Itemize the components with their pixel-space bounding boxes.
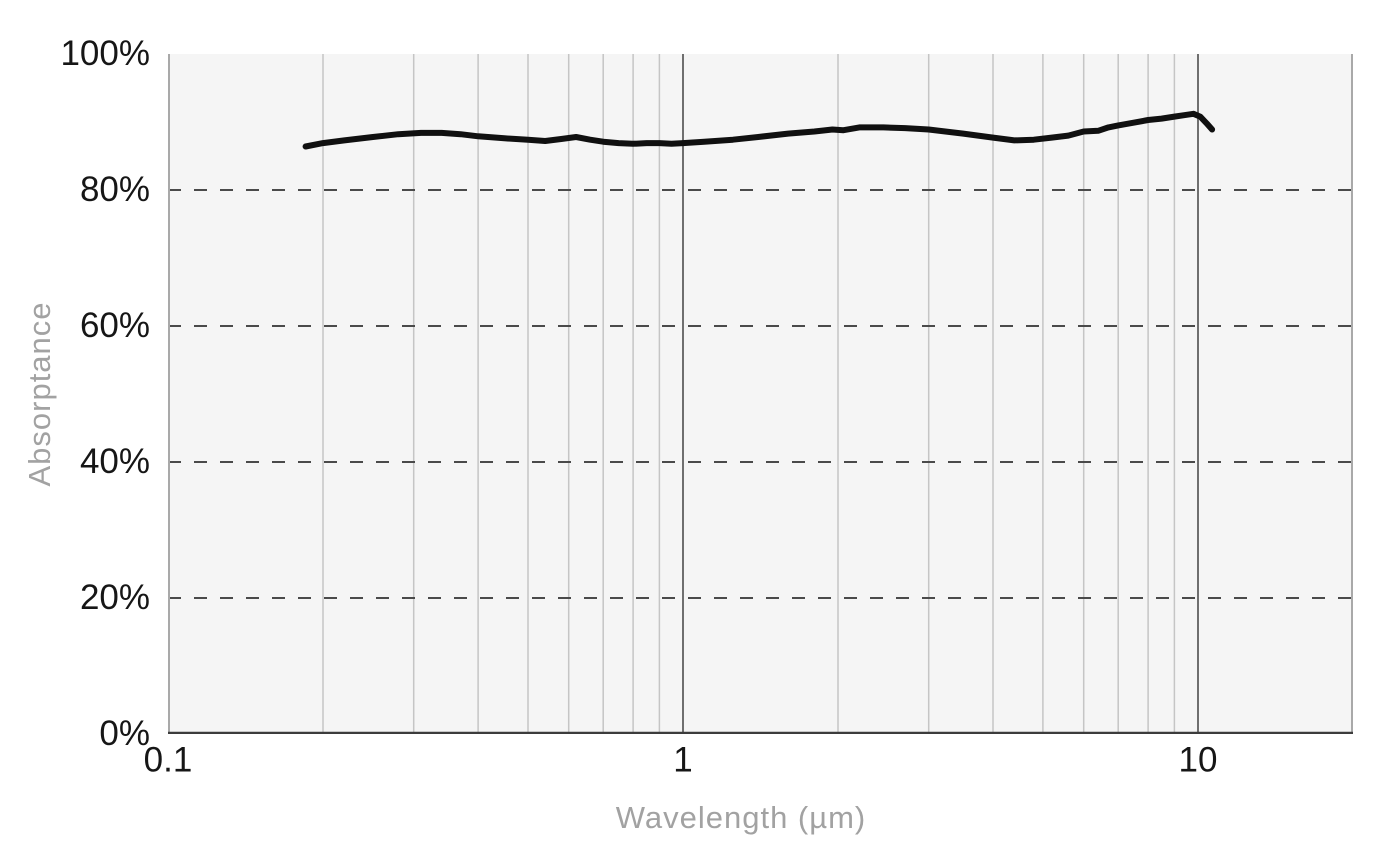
y-tick-label: 100% xyxy=(60,33,150,73)
series-line xyxy=(302,110,1216,150)
plot-area xyxy=(168,54,1353,734)
x-axis-title: Wavelength (µm) xyxy=(615,800,867,835)
y-tick-label: 60% xyxy=(79,305,150,345)
x-tick-label: 10 xyxy=(1178,740,1218,780)
y-tick-label: 80% xyxy=(79,169,150,209)
y-tick-label: 20% xyxy=(79,577,150,617)
x-tick-label: 0.1 xyxy=(143,740,193,780)
x-tick-label: 1 xyxy=(673,740,693,780)
y-axis-title: Absorptance xyxy=(22,301,57,487)
y-tick-label: 0% xyxy=(99,713,150,753)
y-tick-label: 40% xyxy=(79,441,150,481)
plot-canvas xyxy=(168,54,1353,734)
